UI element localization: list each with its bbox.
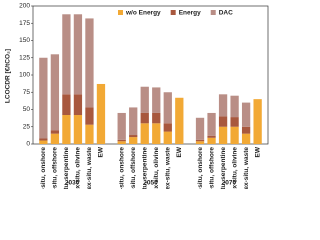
x-tick-label: EW	[98, 146, 105, 157]
y-tick-label: 200	[19, 3, 30, 10]
legend-label: w/o Energy	[125, 10, 161, 17]
x-tick-label: in-situ, onshore	[118, 147, 125, 189]
bar-segment	[62, 14, 71, 95]
x-tick-label: ex-situ, olivine	[75, 147, 82, 189]
y-tick-label: 150	[19, 37, 30, 44]
x-tick-label: ex-situ, serpentine	[220, 147, 227, 189]
bar-segment	[163, 92, 172, 124]
x-tick-label: EW	[254, 146, 261, 157]
legend-label: DAC	[219, 10, 233, 17]
bar-segment	[117, 139, 126, 142]
x-tick-label: ex-situ, serpentine	[141, 147, 148, 189]
bar-segment	[195, 141, 205, 144]
x-tick-label: ex-situ, waste	[243, 147, 250, 189]
y-axis-label: LCOCDR [€/tCO₂]	[5, 49, 12, 103]
bar-segment	[207, 135, 216, 138]
y-tick-label: 75	[23, 89, 31, 96]
bar-segment	[163, 123, 172, 132]
bar-segment	[129, 107, 138, 136]
legend-label: Energy	[179, 10, 201, 17]
bar-segment	[62, 115, 71, 144]
bar-segment	[241, 126, 251, 134]
bar-segment	[39, 138, 48, 141]
group-label: 2030	[65, 180, 80, 187]
y-tick-label: 0	[26, 141, 30, 148]
x-tick-label: ex-situ, serpentine	[63, 147, 70, 189]
bar-segment	[85, 107, 94, 125]
bar-segment	[129, 137, 138, 144]
bar-segment	[152, 87, 161, 113]
x-tick-label: EW	[176, 146, 183, 157]
bar-segment	[96, 83, 106, 144]
bar-segment	[253, 99, 262, 144]
x-tick-label: ex-situ, waste	[164, 147, 171, 189]
x-tick-label: in-situ, offshore	[208, 147, 215, 189]
bar-segment	[129, 135, 138, 138]
x-tick-label: ex-situ, waste	[86, 147, 93, 189]
bar-segment	[73, 115, 83, 144]
legend-swatch	[210, 10, 216, 15]
x-tick-label: in-situ, onshore	[40, 147, 47, 189]
plot-frame	[32, 5, 269, 145]
y-tick-label: 100	[19, 72, 30, 79]
bar-segment	[163, 131, 172, 144]
bar-segment	[241, 133, 251, 144]
bar-segment	[117, 141, 126, 144]
bar-segment	[195, 117, 205, 140]
bar-segment	[117, 112, 126, 140]
bar-segment	[241, 102, 251, 127]
bar-segment	[218, 116, 228, 127]
y-tick-label: 125	[19, 54, 30, 61]
bar-segment	[39, 57, 48, 139]
bar-segment	[230, 95, 239, 118]
bar-segment	[207, 137, 216, 144]
y-tick-label: 25	[23, 123, 31, 130]
bar-segment	[230, 117, 239, 127]
group-label: 2050	[143, 180, 158, 187]
bar-segment	[73, 14, 83, 95]
chart: LCOCDR [€/tCO₂] 0 25 50 75 100 125 150 175 200 in…	[5, 3, 269, 189]
bar-segment	[218, 94, 228, 117]
legend-swatch	[170, 10, 176, 15]
bar-segment	[39, 140, 48, 144]
y-tick-label: 50	[23, 106, 31, 113]
bar-segment	[152, 123, 161, 144]
bar-segment	[152, 112, 161, 124]
legend-swatch	[118, 10, 123, 15]
group-label: 2070	[222, 180, 237, 187]
x-tick-label: in-situ, onshore	[197, 147, 204, 189]
x-tick-label: in-situ, offshore	[130, 147, 137, 189]
x-tick-label: ex-situ, olivine	[231, 147, 238, 189]
bar-segment	[140, 112, 149, 124]
bar-segment	[50, 130, 60, 134]
bar-segment	[73, 94, 83, 116]
bar-segment	[50, 133, 60, 144]
bar-segment	[230, 126, 239, 144]
bar-segment	[207, 112, 216, 136]
bar-segment	[62, 94, 71, 116]
x-tick-label: in-situ, offshore	[52, 147, 59, 189]
bar-segment	[85, 124, 94, 144]
bar-segment	[140, 86, 149, 113]
bar-segment	[85, 18, 94, 108]
bar-segment	[50, 54, 60, 131]
x-tick-label: ex-situ, olivine	[153, 147, 160, 189]
bar-segment	[195, 139, 205, 142]
bar-segment	[218, 126, 228, 144]
bar-segment	[140, 123, 149, 144]
y-tick-label: 175	[19, 20, 30, 27]
bar-segment	[175, 97, 184, 144]
